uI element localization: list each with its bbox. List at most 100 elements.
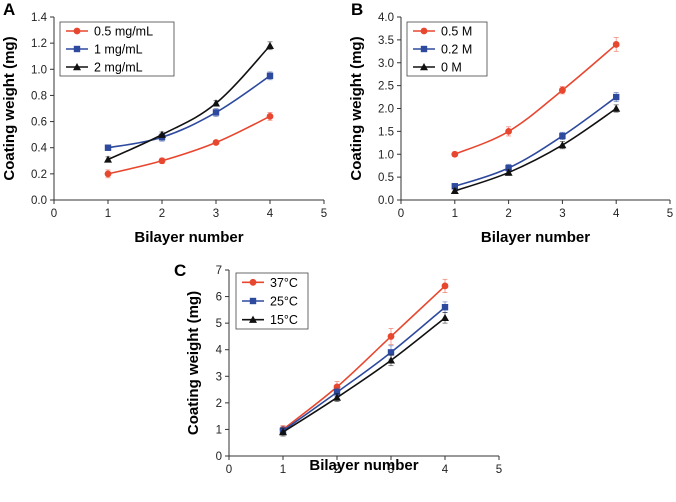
- data-point: [212, 139, 220, 146]
- series-line: [282, 306, 446, 432]
- y-tick-label: 1.2: [31, 38, 47, 50]
- data-point: [387, 349, 395, 356]
- y-axis-title: Coating weight (mg): [185, 291, 202, 435]
- y-tick-label: 0.6: [31, 117, 47, 129]
- series-15-c: [279, 312, 449, 437]
- data-point: [333, 389, 341, 396]
- legend: 37°C 25°C 15°C: [235, 272, 309, 330]
- y-axis-title: Coating weight (mg): [348, 36, 365, 180]
- legend: 0.5 mg/mL 1 mg/mL 2 mg/mL: [59, 21, 175, 77]
- y-tick-label: 3.0: [378, 58, 394, 70]
- x-tick-label: 4: [613, 208, 620, 220]
- data-point: [451, 150, 459, 158]
- legend-label: 0.5 mg/mL: [94, 25, 153, 39]
- data-point: [505, 164, 512, 172]
- x-tick-label: 5: [667, 208, 673, 220]
- series-line: [107, 75, 271, 149]
- data-point: [266, 72, 274, 80]
- data-point: [387, 356, 395, 364]
- series-1-mg-ml: [104, 71, 274, 151]
- y-tick-label: 7: [216, 265, 222, 277]
- x-tick-label: 3: [388, 464, 394, 476]
- data-point: [612, 41, 620, 48]
- series-0-2-m: [451, 92, 620, 190]
- y-tick-label: 4.0: [378, 12, 394, 24]
- data-point: [559, 132, 566, 140]
- legend-swatch-marker: [420, 27, 428, 35]
- y-axis-title: Coating weight (mg): [1, 36, 18, 180]
- data-point: [104, 144, 112, 151]
- series-line: [454, 43, 617, 155]
- legend-label: 0.2 M: [441, 43, 472, 57]
- y-tick-label: 0: [216, 451, 222, 463]
- series-line: [107, 45, 271, 161]
- data-point: [212, 109, 220, 116]
- series-line: [282, 285, 446, 431]
- x-tick-label: 1: [105, 208, 111, 220]
- y-tick-label: 1.0: [31, 64, 47, 76]
- series-line: [454, 96, 617, 188]
- data-point: [387, 333, 395, 340]
- legend-label: 25°C: [270, 295, 298, 309]
- x-tick-label: 4: [267, 208, 274, 220]
- panel-letter: C: [174, 261, 186, 280]
- y-tick-label: 4: [216, 345, 223, 357]
- series-0-m: [450, 104, 621, 195]
- data-point: [266, 41, 274, 49]
- x-tick-label: 5: [321, 208, 327, 220]
- x-tick-label: 1: [452, 208, 458, 220]
- legend-swatch-marker: [73, 63, 81, 71]
- chart-panel-a: A 0.0 0.2 0.4 0.6 0.8 1.0 1.2 1.4 0 1 2 3 4 5 Bilayer n…: [1, 0, 327, 246]
- legend-swatch-marker: [249, 278, 257, 286]
- x-tick-label: 1: [280, 464, 286, 476]
- data-point: [612, 104, 621, 112]
- y-tick-label: 6: [216, 292, 222, 304]
- x-tick-label: 0: [51, 208, 57, 220]
- data-point: [558, 141, 567, 149]
- y-tick-label: 0.0: [378, 195, 394, 207]
- y-tick-label: 2.5: [378, 81, 394, 93]
- data-point: [559, 86, 566, 94]
- y-tick-label: 0.4: [31, 143, 48, 155]
- x-tick-label: 4: [442, 464, 449, 476]
- x-tick-label: 3: [213, 208, 219, 220]
- legend: 0.5 M 0.2 M 0 M: [406, 21, 488, 77]
- data-point: [158, 130, 166, 138]
- y-tick-label: 0.5: [378, 172, 394, 184]
- legend-label: 0.5 M: [441, 25, 472, 39]
- legend-swatch-marker: [249, 297, 257, 305]
- y-tick-label: 3.5: [378, 35, 394, 47]
- x-tick-label: 3: [559, 208, 565, 220]
- panel-letter: B: [351, 0, 363, 19]
- series-line: [282, 317, 446, 433]
- data-point: [451, 183, 458, 190]
- legend-swatch-marker: [73, 45, 81, 53]
- data-point: [441, 313, 449, 322]
- legend-swatch-marker: [249, 315, 257, 323]
- series-0-5-mg-ml: [104, 112, 274, 179]
- series-0-5-m: [451, 37, 620, 158]
- legend-swatch-marker: [420, 63, 428, 71]
- y-tick-label: 1.4: [31, 12, 48, 24]
- y-tick-label: 0.2: [31, 169, 47, 181]
- y-tick-label: 1.0: [378, 149, 394, 161]
- y-tick-label: 0.0: [31, 195, 47, 207]
- x-tick-label: 0: [226, 464, 232, 476]
- x-tick-label: 0: [398, 208, 404, 220]
- y-tick-label: 1: [216, 424, 222, 436]
- legend-label: 15°C: [270, 313, 298, 327]
- data-point: [158, 157, 166, 165]
- legend-label: 1 mg/mL: [94, 43, 143, 57]
- x-tick-label: 5: [496, 464, 502, 476]
- x-axis-title: Bilayer number: [481, 229, 590, 246]
- series-line: [107, 115, 271, 175]
- y-tick-label: 1.5: [378, 126, 394, 138]
- panel-letter: A: [3, 0, 15, 19]
- data-point: [441, 304, 449, 311]
- legend-swatch-marker: [73, 27, 81, 35]
- x-tick-label: 2: [505, 208, 511, 220]
- y-tick-label: 2.0: [378, 104, 394, 116]
- x-axis-title: Bilayer number: [134, 229, 243, 246]
- x-axis-title: Bilayer number: [309, 457, 418, 474]
- data-point: [441, 282, 449, 290]
